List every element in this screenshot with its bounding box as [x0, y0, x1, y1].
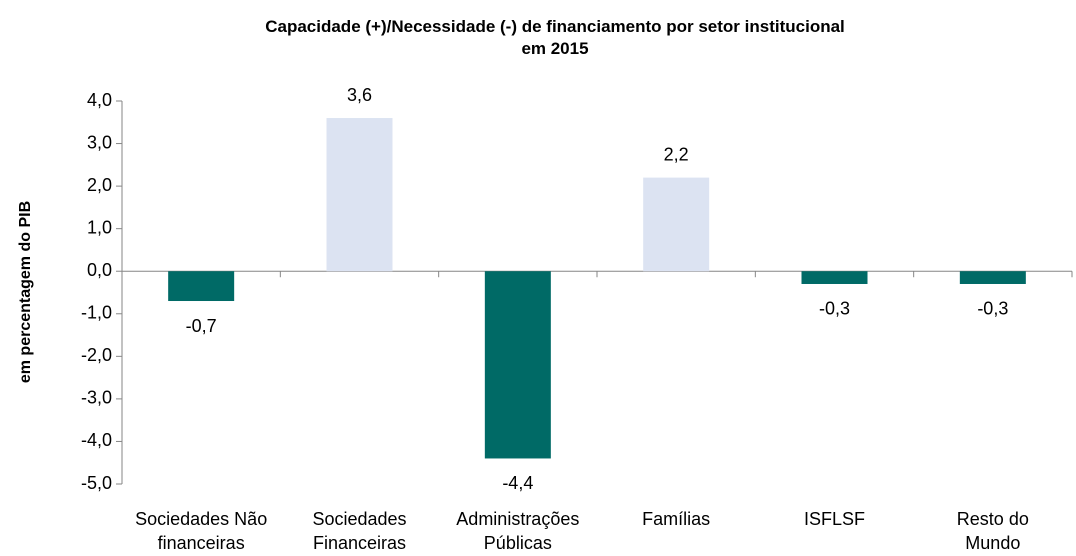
y-tick-label: 1,0	[87, 217, 112, 237]
x-tick-label: Resto do Mundo	[957, 509, 1029, 553]
data-label: -4,4	[502, 473, 533, 493]
x-tick-label: Sociedades Não financeiras	[135, 509, 267, 553]
bar	[168, 271, 235, 302]
bar	[484, 271, 551, 459]
y-tick-label: -1,0	[81, 303, 112, 323]
y-axis-title: em percentagem do PIB	[17, 201, 34, 383]
y-tick-label: -3,0	[81, 388, 112, 408]
x-tick-label: Administrações Públicas	[456, 509, 579, 553]
bar	[801, 271, 868, 284]
y-tick-label: 0,0	[87, 260, 112, 280]
bar	[643, 177, 710, 272]
y-tick-label: -5,0	[81, 473, 112, 493]
y-tick-label: -2,0	[81, 345, 112, 365]
data-label: -0,3	[977, 299, 1008, 319]
chart-title: Capacidade (+)/Necessidade (-) de financ…	[265, 17, 845, 58]
bar	[326, 118, 393, 272]
x-tick-label: ISFLSF	[804, 509, 865, 529]
y-tick-label: -4,0	[81, 430, 112, 450]
data-label: -0,7	[186, 316, 217, 336]
data-label: 2,2	[664, 144, 689, 164]
x-tick-label: Famílias	[642, 509, 710, 529]
x-tick-label: Sociedades Financeiras	[312, 509, 406, 553]
y-tick-label: 3,0	[87, 132, 112, 152]
data-label: 3,6	[347, 85, 372, 105]
bar	[959, 271, 1026, 284]
y-tick-label: 4,0	[87, 90, 112, 110]
data-label: -0,3	[819, 299, 850, 319]
y-tick-label: 2,0	[87, 175, 112, 195]
